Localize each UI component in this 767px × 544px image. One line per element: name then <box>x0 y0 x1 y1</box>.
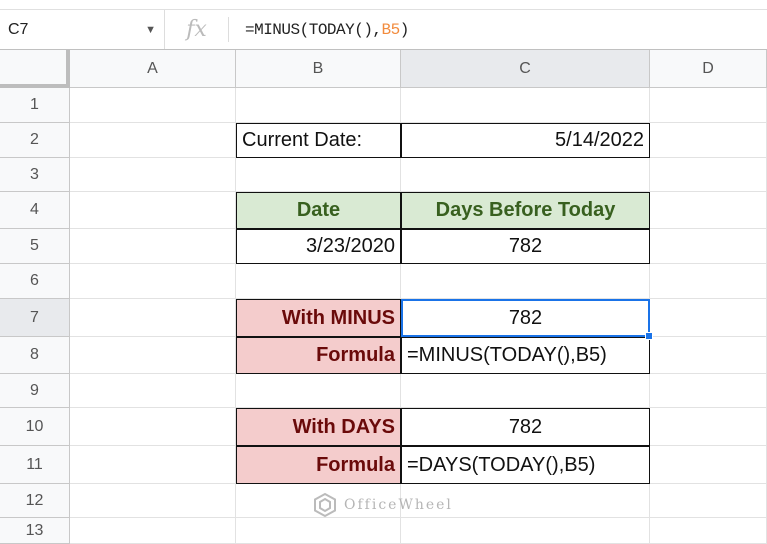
fill-handle[interactable] <box>645 332 653 340</box>
cell-a6[interactable] <box>70 264 236 299</box>
cell-a13[interactable] <box>70 518 236 544</box>
cell-c7[interactable]: 782 <box>401 299 653 340</box>
column-header-a[interactable]: A <box>70 50 236 88</box>
cell-c11[interactable]: =DAYS(TODAY(),B5) <box>401 446 650 484</box>
officewheel-logo-icon <box>314 492 336 518</box>
row-header-1[interactable]: 1 <box>0 88 70 123</box>
cell-c8[interactable]: =MINUS(TODAY(),B5) <box>401 337 650 374</box>
cell-d2[interactable] <box>650 123 767 158</box>
cell-a5[interactable] <box>70 229 236 264</box>
name-box-value: C7 <box>8 20 29 38</box>
cell-a4[interactable] <box>70 192 236 229</box>
name-box[interactable]: C7 ▼ <box>0 10 165 49</box>
cell-c9[interactable] <box>401 374 650 408</box>
cell-b11[interactable]: Formula <box>236 446 401 484</box>
cell-c10[interactable]: 782 <box>401 408 650 446</box>
cell-a3[interactable] <box>70 158 236 192</box>
cell-b1[interactable] <box>236 88 401 123</box>
cell-d3[interactable] <box>650 158 767 192</box>
cell-d9[interactable] <box>650 374 767 408</box>
cell-b7[interactable]: With MINUS <box>236 299 401 337</box>
formula-bar: C7 ▼ fx =MINUS(TODAY(),B5) <box>0 10 767 50</box>
cell-b12[interactable] <box>236 484 401 518</box>
cell-d1[interactable] <box>650 88 767 123</box>
cell-a7[interactable] <box>70 299 236 337</box>
cell-c12[interactable] <box>401 484 650 518</box>
cell-c1[interactable] <box>401 88 650 123</box>
cell-d5[interactable] <box>650 229 767 264</box>
formula-input[interactable]: =MINUS(TODAY(),B5) <box>229 21 409 39</box>
cell-a1[interactable] <box>70 88 236 123</box>
cell-b3[interactable] <box>236 158 401 192</box>
column-header-b[interactable]: B <box>236 50 401 88</box>
cell-c2[interactable]: 5/14/2022 <box>401 123 650 158</box>
formula-text: =MINUS(TODAY(), <box>245 20 382 39</box>
column-header-c[interactable]: C <box>401 50 650 88</box>
row-header-10[interactable]: 10 <box>0 408 70 446</box>
cell-d6[interactable] <box>650 264 767 299</box>
cell-a8[interactable] <box>70 337 236 374</box>
formula-reference: B5 <box>381 20 401 39</box>
watermark-text: OfficeWheel <box>344 497 453 513</box>
select-all-corner[interactable] <box>0 50 70 88</box>
row-header-9[interactable]: 9 <box>0 374 70 408</box>
cell-a2[interactable] <box>70 123 236 158</box>
cell-b8[interactable]: Formula <box>236 337 401 374</box>
row-header-3[interactable]: 3 <box>0 158 70 192</box>
cell-d11[interactable] <box>650 446 767 484</box>
row-header-12[interactable]: 12 <box>0 484 70 518</box>
cell-b5[interactable]: 3/23/2020 <box>236 229 401 264</box>
row-header-11[interactable]: 11 <box>0 446 70 484</box>
cell-d12[interactable] <box>650 484 767 518</box>
cell-c13[interactable] <box>401 518 650 544</box>
cell-d13[interactable] <box>650 518 767 544</box>
cell-d4[interactable] <box>650 192 767 229</box>
cell-a11[interactable] <box>70 446 236 484</box>
fx-icon: fx <box>165 17 229 42</box>
cell-b13[interactable] <box>236 518 401 544</box>
watermark: OfficeWheel <box>312 492 453 518</box>
column-header-d[interactable]: D <box>650 50 767 88</box>
cell-c4[interactable]: Days Before Today <box>401 192 650 229</box>
spreadsheet-grid: A B C D 1 2 Current Date: 5/14/2022 3 4 Date Days B… <box>0 50 767 544</box>
cell-d8[interactable] <box>650 337 767 374</box>
cell-d7[interactable] <box>650 299 767 337</box>
row-header-8[interactable]: 8 <box>0 337 70 374</box>
cell-a12[interactable] <box>70 484 236 518</box>
cell-a9[interactable] <box>70 374 236 408</box>
row-header-2[interactable]: 2 <box>0 123 70 158</box>
cell-b2[interactable]: Current Date: <box>236 123 401 158</box>
cell-b10[interactable]: With DAYS <box>236 408 401 446</box>
cell-b4[interactable]: Date <box>236 192 401 229</box>
cell-c6[interactable] <box>401 264 650 299</box>
row-header-5[interactable]: 5 <box>0 229 70 264</box>
cell-c3[interactable] <box>401 158 650 192</box>
row-header-4[interactable]: 4 <box>0 192 70 229</box>
row-header-6[interactable]: 6 <box>0 264 70 299</box>
cell-d10[interactable] <box>650 408 767 446</box>
chevron-down-icon[interactable]: ▼ <box>145 23 156 36</box>
cell-a10[interactable] <box>70 408 236 446</box>
row-header-13[interactable]: 13 <box>0 518 70 544</box>
cell-c5[interactable]: 782 <box>401 229 650 264</box>
row-header-7[interactable]: 7 <box>0 299 70 337</box>
toolbar-strip <box>0 0 767 10</box>
formula-text-end: ) <box>399 20 410 39</box>
cell-b9[interactable] <box>236 374 401 408</box>
cell-b6[interactable] <box>236 264 401 299</box>
